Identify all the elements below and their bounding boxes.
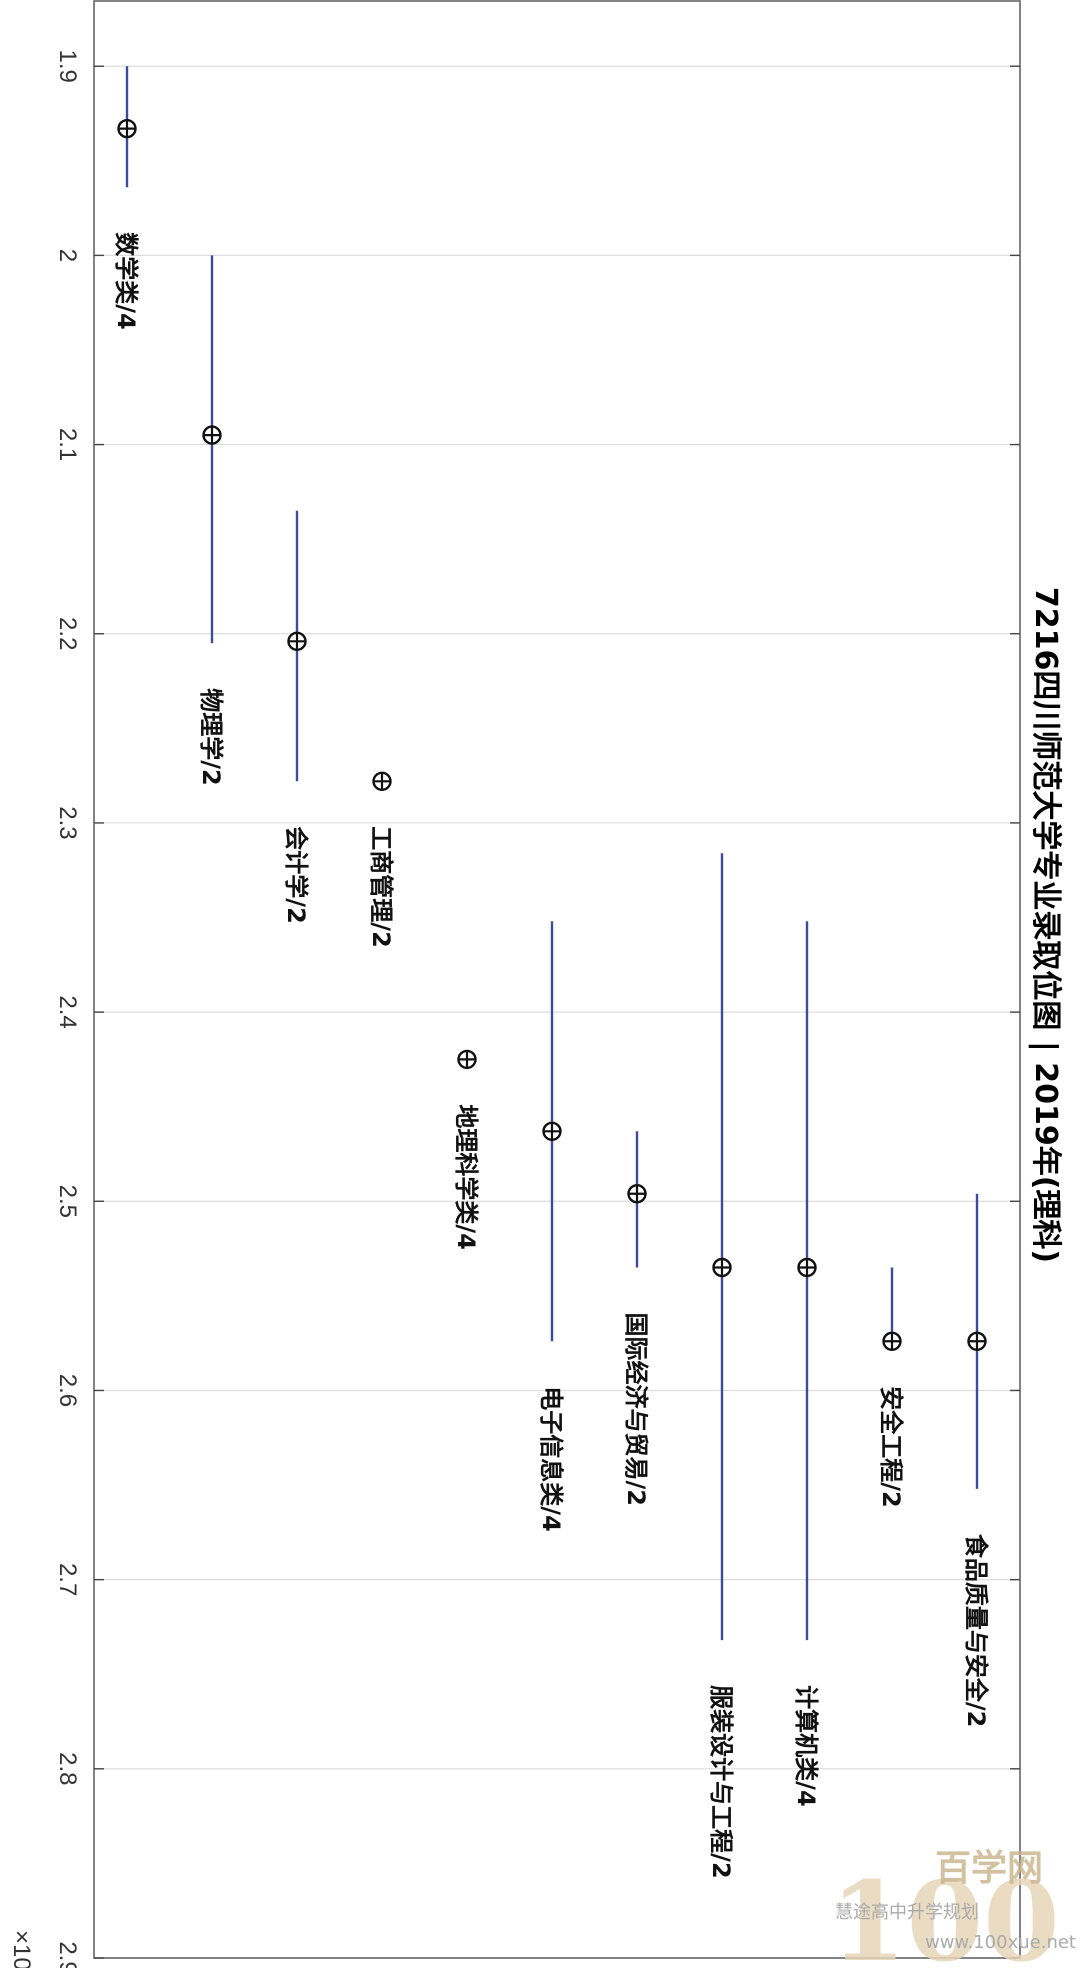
axis-exponent-label: ×10^4 <box>8 1930 35 1968</box>
category-label: 地理科学类/4 <box>452 1104 480 1249</box>
series-group <box>117 66 137 188</box>
plot-frame <box>93 0 1021 1959</box>
category-label: 安全工程/2 <box>877 1386 905 1507</box>
y-tick-label: 2.3 <box>54 806 81 839</box>
mean-marker-cross <box>543 1122 561 1140</box>
y-tick-label: 2.5 <box>54 1185 81 1218</box>
category-label: 工商管理/2 <box>367 826 395 947</box>
mean-marker-cross <box>288 632 306 650</box>
mean-marker-cross <box>458 1050 476 1068</box>
y-tick-label: 2.6 <box>54 1374 81 1407</box>
watermark-number: 100 <box>830 1857 1060 1968</box>
y-tick-label: 2 <box>54 249 81 262</box>
mean-marker-cross <box>883 1332 901 1350</box>
error-bar-series <box>117 66 987 1641</box>
category-label: 食品质量与安全/2 <box>962 1534 990 1727</box>
mean-marker-cross <box>628 1185 646 1203</box>
y-tick-label: 2.1 <box>54 428 81 461</box>
mean-marker-cross <box>798 1259 816 1276</box>
watermark-site-name: 百学网 <box>935 1847 1043 1889</box>
category-labels: 数学类/4 物理学/2 会计学/2 工商管理/2 地理科学类/4 电子信息类/4 国际经济与… <box>112 232 990 1878</box>
series-group <box>287 510 307 782</box>
series-group <box>967 1193 987 1489</box>
series-group <box>202 255 222 644</box>
y-tick-label: 2.7 <box>54 1563 81 1596</box>
y-tick-label: 2.2 <box>54 617 81 650</box>
y-tick-label: 1.9 <box>54 50 81 83</box>
watermark-account: 慧途高中升学规划 <box>835 1902 979 1923</box>
series-group <box>882 1267 902 1351</box>
chart-title: 7216四川师范大学专业录取位图 | 2019年(理科) <box>1028 587 1063 1263</box>
watermark-url: www.100xue.net <box>925 1932 1076 1953</box>
series-group <box>627 1131 647 1268</box>
category-label: 数学类/4 <box>112 232 140 329</box>
series-group <box>542 921 562 1342</box>
series-group <box>712 853 732 1641</box>
mean-marker-cross <box>203 426 221 444</box>
mean-marker-cross <box>373 772 391 790</box>
mean-marker-cross <box>968 1332 986 1350</box>
y-tick-label: 2.4 <box>54 995 81 1028</box>
category-label: 计算机类/4 <box>792 1685 820 1806</box>
mean-marker-cross <box>118 120 136 138</box>
y-tick-label: 2.9 <box>54 1941 81 1968</box>
category-label: 物理学/2 <box>197 688 225 785</box>
series-group <box>797 921 817 1641</box>
category-label: 会计学/2 <box>282 826 310 923</box>
category-label: 服装设计与工程/2 <box>707 1685 735 1878</box>
mean-marker-cross <box>713 1259 731 1276</box>
series-group <box>372 771 392 792</box>
category-label: 国际经济与贸易/2 <box>622 1312 650 1505</box>
series-group <box>457 1049 477 1070</box>
watermark-logo: 100 百学网 慧途高中升学规划 www.100xue.net <box>830 1847 1076 1968</box>
category-label: 电子信息类/4 <box>537 1386 565 1531</box>
y-tick-label: 2.8 <box>54 1752 81 1785</box>
y-axis-ticks: 1.9 2 2.1 2.2 2.3 2.4 2.5 2.6 2.7 2.8 2.9 <box>54 50 1020 1968</box>
